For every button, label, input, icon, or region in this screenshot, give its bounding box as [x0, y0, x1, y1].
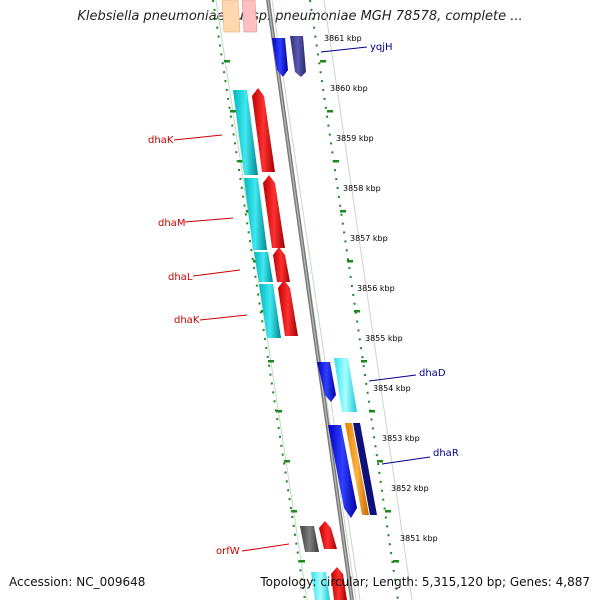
green-tick-14 [340, 210, 346, 213]
gene-orfW-gray[interactable] [300, 526, 319, 552]
gene-dhaR-orange[interactable] [345, 423, 369, 515]
gene-bottom-red-fragment[interactable] [331, 567, 347, 600]
gene-top-red-fragment[interactable] [241, 0, 258, 33]
gene-label-yqjH-0[interactable]: yqjH [370, 42, 393, 53]
green-tick-10 [299, 560, 305, 563]
gene-labels: yqjH dhaK dhaM dhaL dhaK dhaD dhaR orfW [148, 42, 459, 557]
gene-label-dhaR-6[interactable]: dhaR [433, 448, 459, 459]
gene-dhaM-red[interactable] [263, 175, 285, 248]
green-tick-11 [320, 60, 326, 63]
green-tick-7 [276, 410, 282, 413]
gene-label-leader-dhaK-1 [173, 134, 223, 141]
gene-label-dhaD-5[interactable]: dhaD [419, 368, 446, 379]
scale-dotted-line-right [309, 0, 399, 600]
gene-yqjH-blue[interactable] [272, 38, 288, 77]
tick-label-5: 3856 kbp [357, 284, 395, 293]
green-tick-19 [377, 460, 383, 463]
tick-label-4: 3857 kbp [350, 234, 388, 243]
green-tick-8 [284, 460, 290, 463]
topology-text: Topology: circular; Length: 5,315,120 bp… [260, 575, 590, 589]
gene-label-dhaM-2[interactable]: dhaM [158, 218, 185, 229]
gene-dhaK-red[interactable] [252, 88, 275, 172]
gene-dhaR-navy[interactable] [353, 423, 377, 515]
green-tick-1 [230, 110, 236, 113]
green-tick-18 [369, 410, 375, 413]
scale-dotted-line-left [212, 0, 306, 600]
tick-label-0: 3861 kbp [324, 34, 362, 43]
green-tick-16 [354, 310, 360, 313]
tick-label-8: 3853 kbp [382, 434, 420, 443]
gene-dhaL-red[interactable] [273, 247, 290, 282]
green-tick-13 [333, 160, 339, 163]
gene-top-orange-fragment[interactable] [221, 0, 241, 33]
inner-ring-right-edge [323, 0, 413, 600]
gene-label-leader-dhaL-3 [192, 269, 241, 277]
tick-label-7: 3854 kbp [373, 384, 411, 393]
tick-label-3: 3858 kbp [343, 184, 381, 193]
gene-dhaD-blue[interactable] [317, 362, 336, 402]
gene-dhaK-cyan[interactable] [233, 90, 258, 175]
gene-dhaR-blue[interactable] [328, 425, 357, 518]
gene-dhaK-2-cyan[interactable] [259, 284, 281, 338]
green-tick-17 [361, 360, 367, 363]
tick-label-2: 3859 kbp [336, 134, 374, 143]
gene-bottom-cyan-fragment[interactable] [311, 572, 330, 600]
gene-dhaL-cyan[interactable] [254, 252, 273, 282]
gene-label-leader-dhaM-2 [184, 217, 234, 223]
accession-text: Accession: NC_009648 [9, 575, 146, 589]
gene-label-leader-yqjH-0 [320, 46, 368, 53]
gene-yqjH-purple[interactable] [290, 36, 306, 77]
green-tick-9 [291, 510, 297, 513]
gene-label-leader-orfW-7 [241, 543, 290, 552]
kbp-tick-labels: 3861 kbp 3860 kbp 3859 kbp 3858 kbp 3857 kbp… [324, 34, 438, 543]
gene-label-dhaK-1[interactable]: dhaK [148, 135, 174, 146]
gene-dhaD-cyan[interactable] [334, 358, 357, 412]
map-title: Klebsiella pneumoniae subsp. pneumoniae … [77, 9, 523, 24]
gene-label-orfW-7[interactable]: orfW [216, 546, 240, 557]
gene-orfW-red[interactable] [319, 521, 337, 549]
green-tick-0 [224, 60, 230, 63]
green-tick-21 [393, 560, 399, 563]
green-tick-2 [238, 160, 244, 163]
green-tick-20 [385, 510, 391, 513]
tick-label-6: 3855 kbp [365, 334, 403, 343]
gene-dhaK-2-red[interactable] [278, 280, 298, 336]
gene-label-dhaL-3[interactable]: dhaL [168, 272, 193, 283]
genome-backbone-highlight [267, 0, 353, 600]
tick-label-1: 3860 kbp [330, 84, 368, 93]
gene-label-dhaK-4[interactable]: dhaK [174, 315, 200, 326]
gene-label-leader-dhaR-6 [381, 456, 431, 465]
tick-label-9: 3852 kbp [391, 484, 429, 493]
tick-label-10: 3851 kbp [400, 534, 438, 543]
gene-label-leader-dhaD-5 [368, 374, 417, 382]
gene-label-leader-dhaK-4 [199, 314, 248, 321]
gene-dhaM-cyan[interactable] [244, 178, 267, 250]
green-tick-6 [268, 360, 274, 363]
green-tick-marks [224, 60, 399, 563]
green-tick-12 [327, 110, 333, 113]
green-tick-15 [347, 260, 353, 263]
